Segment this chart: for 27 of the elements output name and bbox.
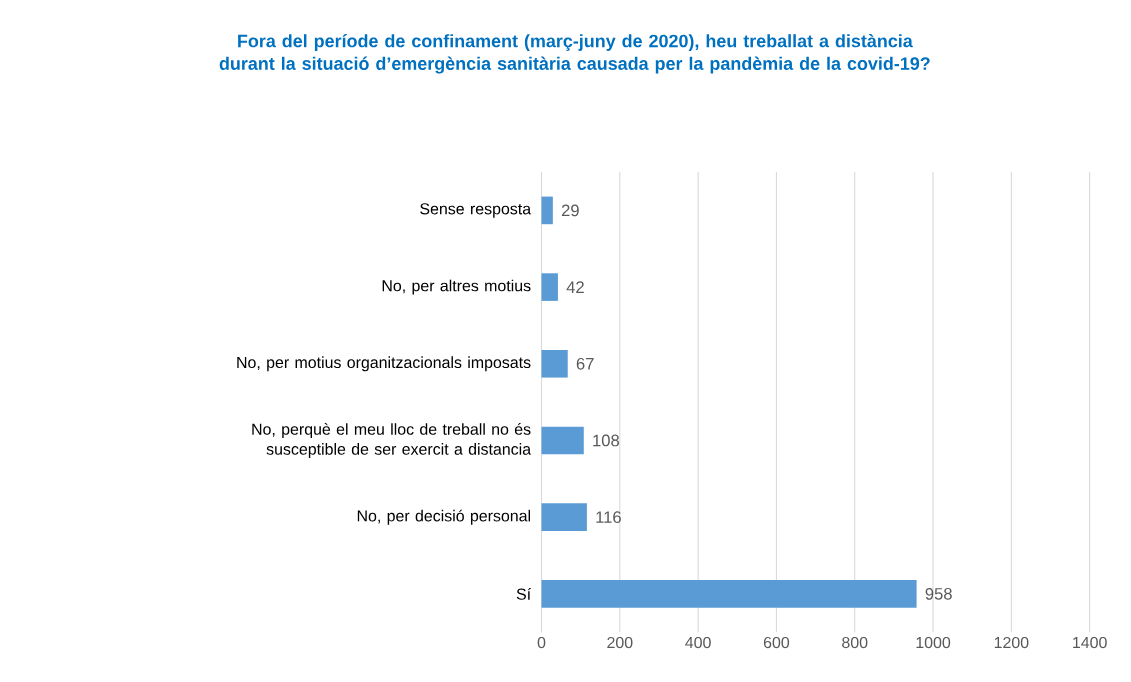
bar: [541, 196, 553, 225]
y-tick-label: Sense resposta: [420, 203, 532, 218]
y-tick-label: Sí: [516, 588, 532, 601]
x-tick-label: 400: [685, 637, 711, 649]
bar: [541, 273, 558, 302]
data-label: 958: [925, 588, 952, 600]
bar: [541, 580, 917, 608]
data-label: 29: [561, 204, 579, 217]
y-tick-label: No, perquè el meu lloc de treball no és susceptible de ser exercit a distancia: [252, 423, 532, 459]
x-tick-label: 1200: [994, 637, 1029, 649]
x-tick-label: 600: [763, 637, 790, 649]
bar: [541, 426, 584, 455]
x-tick-label: 1000: [916, 637, 951, 649]
bar: [541, 503, 587, 532]
data-label: 108: [593, 434, 620, 447]
data-label: 42: [566, 281, 584, 294]
y-tick-label: No, per decisió personal: [357, 509, 531, 525]
data-label: 67: [576, 358, 594, 370]
x-tick-label: 200: [607, 637, 633, 649]
bar: [541, 350, 568, 378]
x-tick-label: 1400: [1073, 637, 1107, 649]
x-tick-label: 800: [842, 637, 868, 649]
x-tick-label: 0: [537, 637, 546, 649]
data-label: 116: [596, 511, 621, 524]
y-tick-label: No, per motius organitzacionals imposats: [237, 356, 531, 372]
chart-title: Fora del període de confinament (març-juny de 2020), heu treballat a distància durant la situació d’emergència sanitària causada per la pandèmia de la covid-19?: [219, 34, 930, 74]
y-tick-label: No, per altres motius: [382, 279, 531, 295]
